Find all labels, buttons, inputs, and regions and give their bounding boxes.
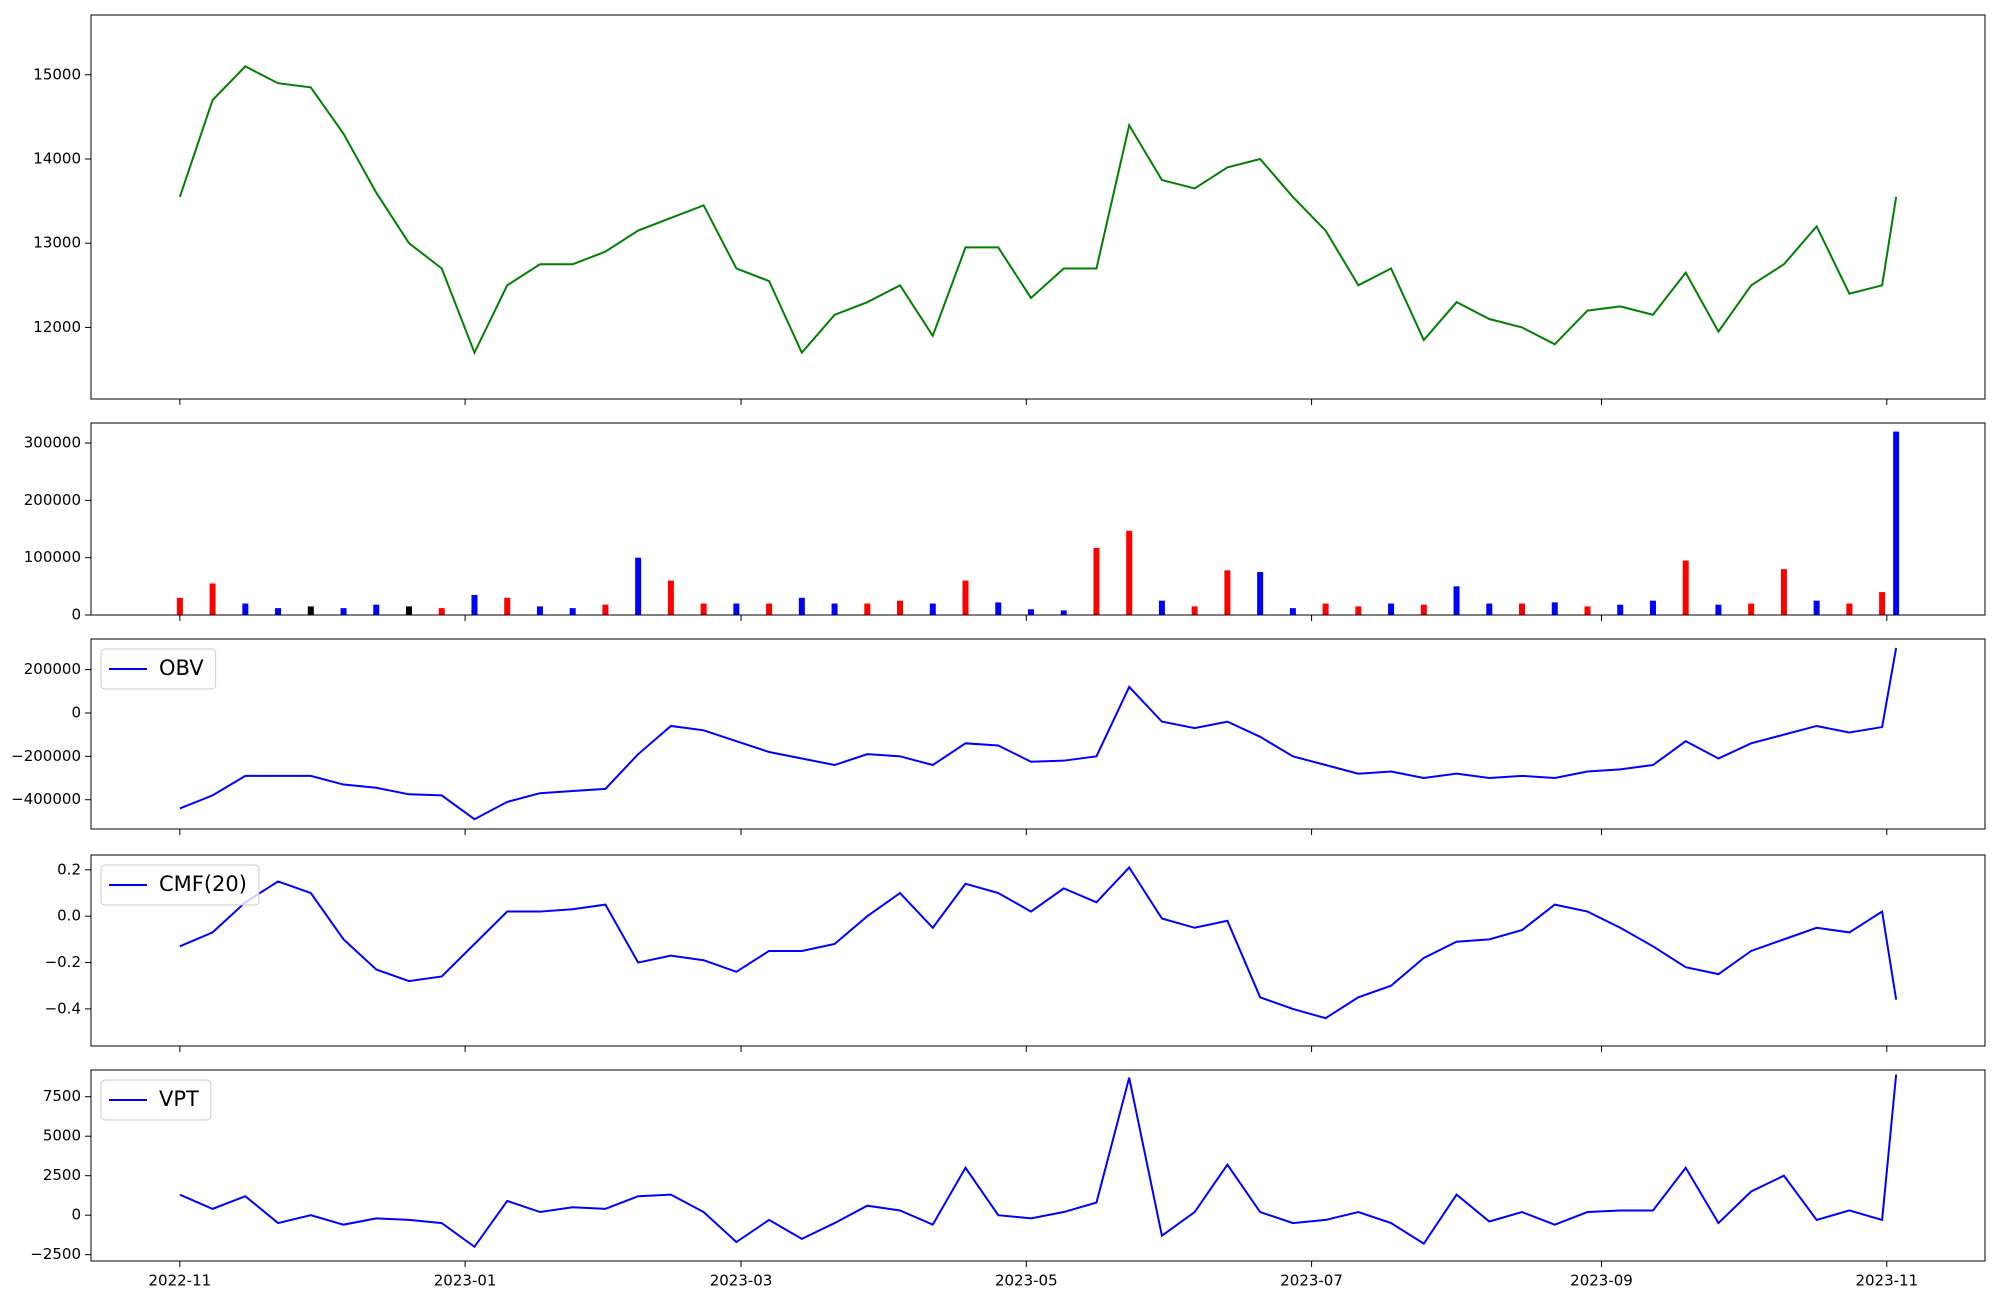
volume-bar bbox=[1322, 603, 1329, 615]
y-tick-label: −0.4 bbox=[45, 999, 81, 1017]
legend-label: VPT bbox=[159, 1087, 199, 1111]
volume-bar bbox=[1519, 603, 1526, 615]
volume-bar bbox=[373, 604, 380, 615]
volume-bar bbox=[406, 606, 413, 615]
y-tick-label: 7500 bbox=[43, 1087, 81, 1105]
y-tick-label: 12000 bbox=[33, 318, 81, 336]
y-tick-label: 0.0 bbox=[57, 907, 81, 925]
line-series bbox=[178, 65, 1898, 356]
y-tick-label: 200000 bbox=[24, 660, 81, 678]
volume-bar bbox=[962, 580, 969, 615]
volume-bar bbox=[1420, 604, 1427, 615]
y-tick-label: 13000 bbox=[33, 234, 81, 252]
volume-bar bbox=[1584, 606, 1591, 615]
volume-bar bbox=[1893, 431, 1900, 615]
volume-bar bbox=[897, 600, 904, 615]
y-tick-label: 15000 bbox=[33, 65, 81, 83]
volume-bar bbox=[602, 604, 609, 615]
volume-bar bbox=[1060, 610, 1067, 615]
volume-bar bbox=[1093, 547, 1100, 615]
y-tick-label: 0 bbox=[71, 703, 81, 721]
volume-bar bbox=[1126, 530, 1133, 615]
volume-bar bbox=[1257, 572, 1264, 615]
y-tick-label: 2500 bbox=[43, 1166, 81, 1184]
volume-bar bbox=[929, 603, 936, 615]
volume-bar bbox=[1682, 560, 1689, 615]
volume-bar bbox=[307, 606, 314, 615]
volume-bar bbox=[1617, 604, 1624, 615]
volume-bar bbox=[1813, 600, 1820, 615]
volume-bar bbox=[1715, 604, 1722, 615]
volume-bar bbox=[1649, 600, 1656, 615]
y-tick-label: 300000 bbox=[24, 434, 81, 452]
volume-bar bbox=[242, 603, 249, 615]
volume-bar bbox=[340, 608, 347, 615]
x-tick-label: 2023-03 bbox=[710, 1272, 773, 1290]
volume-bar bbox=[1453, 586, 1460, 615]
volume-bar bbox=[209, 583, 216, 615]
volume-bar bbox=[275, 608, 282, 615]
x-tick-label: 2023-07 bbox=[1280, 1272, 1343, 1290]
volume-bar bbox=[1551, 602, 1558, 615]
x-tick-label: 2023-01 bbox=[434, 1272, 497, 1290]
volume-bar bbox=[504, 597, 511, 615]
volume-bar bbox=[1846, 603, 1853, 615]
volume-bar bbox=[1355, 606, 1362, 615]
volume-bar bbox=[438, 608, 445, 615]
volume-bar bbox=[536, 606, 543, 615]
volume-bar bbox=[700, 603, 707, 615]
volume-bar bbox=[798, 597, 805, 615]
x-tick-label: 2023-09 bbox=[1570, 1272, 1633, 1290]
volume-bar bbox=[471, 594, 478, 615]
y-tick-label: 200000 bbox=[24, 491, 81, 509]
x-tick-label: 2022-11 bbox=[149, 1272, 212, 1290]
volume-bar bbox=[1780, 569, 1787, 615]
volume-bar bbox=[667, 580, 674, 615]
volume-bar bbox=[1879, 592, 1886, 615]
y-tick-label: 0 bbox=[71, 606, 81, 624]
y-tick-label: −200000 bbox=[11, 747, 81, 765]
volume-bar bbox=[1224, 570, 1231, 615]
legend-box bbox=[100, 864, 260, 906]
legend-box bbox=[100, 1079, 212, 1121]
line-series bbox=[179, 865, 1898, 1020]
volume-bar bbox=[733, 603, 740, 615]
volume-bar bbox=[635, 557, 642, 615]
y-tick-label: 0 bbox=[71, 1206, 81, 1224]
legend-label: OBV bbox=[159, 656, 204, 680]
y-tick-label: −2500 bbox=[30, 1245, 81, 1263]
y-tick-label: −400000 bbox=[11, 790, 81, 808]
axes-frame bbox=[90, 854, 1986, 1047]
x-tick-label: 2023-05 bbox=[995, 1272, 1058, 1290]
y-tick-label: 100000 bbox=[24, 548, 81, 566]
volume-bar bbox=[1748, 603, 1755, 615]
volume-bar bbox=[831, 603, 838, 615]
axes-frame bbox=[90, 422, 1986, 616]
axes-frame bbox=[90, 14, 1986, 400]
axes-frame bbox=[90, 1069, 1986, 1262]
volume-bar bbox=[1158, 600, 1165, 615]
volume-bar bbox=[1486, 603, 1493, 615]
volume-bar bbox=[1289, 608, 1296, 615]
volume-bar bbox=[569, 608, 576, 615]
volume-bar bbox=[1191, 606, 1198, 615]
y-tick-label: 0.2 bbox=[57, 860, 81, 878]
x-tick-label: 2023-11 bbox=[1855, 1272, 1918, 1290]
volume-bar bbox=[1027, 609, 1034, 615]
volume-bar bbox=[864, 603, 871, 615]
axes-frame bbox=[90, 638, 1986, 830]
y-tick-label: 14000 bbox=[33, 150, 81, 168]
legend-label: CMF(20) bbox=[159, 872, 247, 896]
line-series bbox=[179, 1074, 1898, 1249]
y-tick-label: 5000 bbox=[43, 1127, 81, 1145]
line-series bbox=[179, 647, 1898, 821]
volume-bar bbox=[1388, 603, 1395, 615]
legend-box bbox=[100, 648, 217, 690]
y-tick-label: −0.2 bbox=[45, 953, 81, 971]
volume-bar bbox=[766, 603, 773, 615]
volume-bar bbox=[176, 597, 183, 615]
volume-bar bbox=[995, 602, 1002, 615]
